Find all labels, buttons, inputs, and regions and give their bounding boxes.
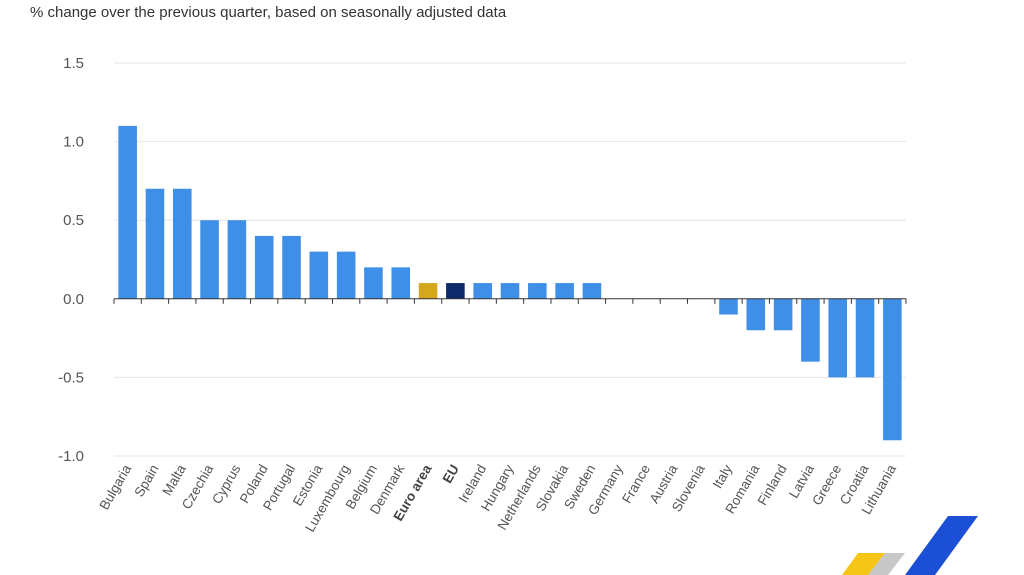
- y-tick-label: -1.0: [58, 448, 84, 465]
- chart-subtitle: % change over the previous quarter, base…: [30, 4, 507, 21]
- y-tick-label: 0.5: [63, 212, 84, 229]
- y-tick-label: 1.0: [63, 134, 84, 151]
- bar-cyprus: [227, 220, 247, 299]
- bar-bulgaria: [118, 125, 137, 299]
- bar-malta: [172, 188, 192, 299]
- bar-italy: [719, 298, 738, 315]
- logo-blue-shape: [905, 516, 978, 575]
- bar-greece: [828, 298, 848, 378]
- bar-romania: [746, 298, 766, 331]
- bar-ireland: [473, 283, 492, 299]
- bar-estonia: [309, 251, 329, 299]
- bar-lithuania: [883, 298, 902, 441]
- bar-eu: [446, 283, 465, 299]
- bar-luxembourg: [336, 251, 356, 299]
- bar-belgium: [364, 267, 383, 299]
- x-tick-label: Italy: [710, 462, 735, 491]
- logo-grey-shape: [868, 553, 905, 575]
- zero-axis: [113, 298, 907, 304]
- logo-yellow-shape: [842, 553, 885, 575]
- bar-portugal: [282, 235, 301, 299]
- bar-latvia: [801, 298, 820, 362]
- y-axis-ticks: 1.5 1.0 0.5 0.0 -0.5 -1.0: [58, 55, 84, 465]
- y-tick-label: -0.5: [58, 369, 84, 386]
- bar-denmark: [391, 267, 411, 299]
- brand-logo: [842, 516, 978, 575]
- x-tick-label: Spain: [131, 462, 161, 499]
- y-tick-label: 1.5: [63, 55, 84, 72]
- gridlines: [114, 62, 906, 457]
- bar-finland: [773, 298, 793, 331]
- bar-spain: [145, 188, 165, 299]
- bar-netherlands: [528, 283, 547, 299]
- y-tick-label: 0.0: [63, 291, 84, 308]
- x-axis-labels: BulgariaSpainMaltaCzechiaCyprusPolandPor…: [96, 462, 899, 535]
- bar-sweden: [582, 283, 602, 299]
- x-tick-label: Bulgaria: [96, 462, 134, 513]
- bar-czechia: [200, 220, 219, 299]
- x-tick-label: EU: [440, 462, 462, 486]
- bar-slovakia: [555, 283, 574, 299]
- bar-poland: [254, 235, 274, 299]
- bar-hungary: [500, 283, 520, 299]
- bars: [118, 125, 902, 441]
- bar-euro-area: [418, 283, 438, 299]
- bar-croatia: [855, 298, 875, 378]
